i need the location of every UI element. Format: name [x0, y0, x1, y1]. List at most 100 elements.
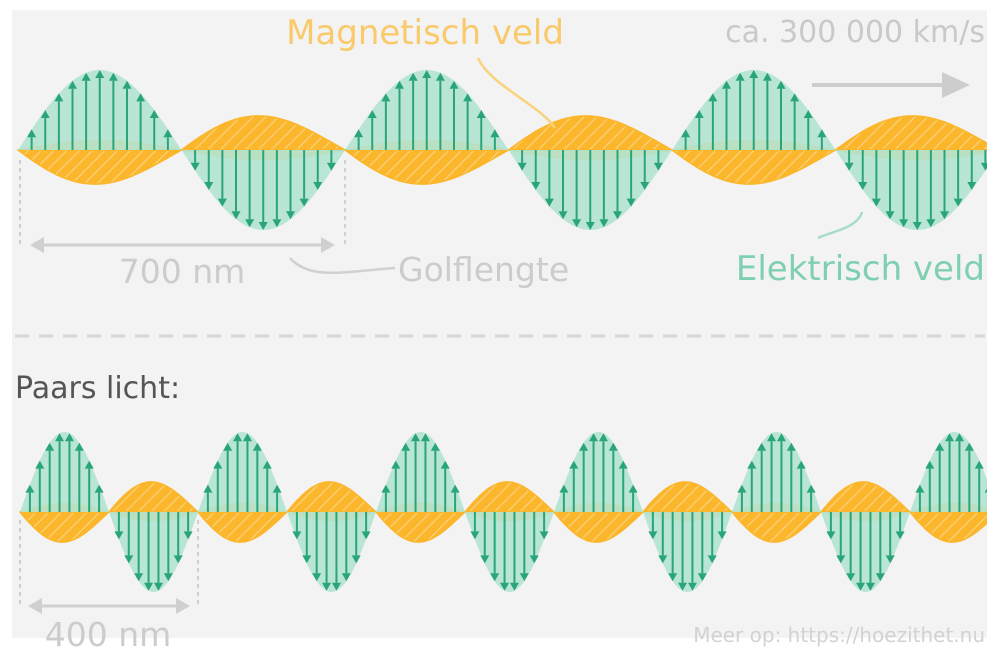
bottom-electric-arrow [84, 460, 94, 512]
bottom-electric-arrow [747, 460, 757, 512]
top-electric-arrow [517, 150, 527, 171]
bottom-electric-arrow [411, 433, 421, 512]
bottom-electric-arrow [895, 512, 905, 540]
top-electric-arrow [844, 150, 854, 171]
top-electric-arrow [967, 150, 977, 190]
top-wave [16, 70, 987, 230]
top-electric-arrow [463, 93, 473, 150]
bottom-electric-arrow [124, 512, 134, 564]
bottom-electric-lobe [376, 432, 465, 512]
bottom-electric-arrow [351, 512, 361, 564]
bottom-electric-arrow [796, 460, 806, 512]
top-electric-arrow [367, 110, 377, 150]
top-electric-arrow [381, 93, 391, 150]
top-electric-arrow [245, 150, 255, 228]
top-electric-arrow [190, 150, 200, 171]
top-electric-arrow [299, 150, 309, 207]
bottom-electric-arrow [391, 460, 401, 512]
top-electric-arrow [531, 150, 541, 190]
bottom-electric-arrow [697, 512, 707, 582]
bottom-wavelength-value: 400 nm [45, 615, 172, 648]
bottom-electric-arrow [173, 512, 183, 564]
top-electric-arrow [149, 110, 159, 150]
bottom-electric-arrow [529, 512, 539, 564]
bottom-electric-arrow [242, 433, 252, 512]
bottom-electric-arrow [153, 512, 163, 591]
arrow-right-icon [812, 72, 970, 98]
bottom-electric-arrow [717, 512, 727, 540]
top-electric-arrow [926, 150, 936, 228]
top-electric-arrow [68, 80, 77, 150]
bottom-electric-arrow [559, 484, 569, 512]
bottom-electric-arrow [589, 433, 599, 512]
speed-label: ca. 300 000 km/s [725, 15, 985, 50]
bottom-electric-arrow [984, 488, 987, 493]
bottom-electric-arrow [687, 512, 697, 591]
top-wavelength-value: 700 nm [119, 252, 246, 291]
top-electric-arrow [599, 150, 609, 228]
top-electric-arrow [163, 129, 173, 150]
bottom-electric-arrow [539, 512, 549, 540]
bottom-electric-arrow [865, 512, 875, 591]
bottom-electric-lobe [198, 432, 287, 512]
top-electric-arrow [640, 150, 650, 190]
top-electric-arrow [694, 110, 704, 150]
bottom-electric-arrow [836, 512, 846, 564]
bottom-electric-arrow [331, 512, 341, 591]
bottom-electric-arrow [767, 433, 777, 512]
top-electric-arrow [544, 150, 554, 207]
top-electric-arrow [953, 150, 963, 207]
bottom-electric-arrow [341, 512, 351, 582]
bottom-electric-lobe [732, 432, 821, 512]
bottom-magnetic-field [18, 481, 987, 543]
top-electric-arrow [885, 150, 895, 220]
bottom-electric-arrow [94, 484, 104, 512]
bottom-electric-lobe [821, 512, 910, 592]
top-electric-arrow [653, 150, 663, 171]
magnetic-field-leader-line [476, 57, 557, 129]
bottom-electric-arrow [213, 460, 223, 512]
bottom-electric-arrow [430, 442, 440, 512]
top-electric-arrow [313, 150, 323, 190]
electric-field-leader-line [817, 211, 864, 240]
bottom-wavelength-dimension [19, 520, 199, 614]
bottom-electric-arrow [55, 433, 65, 512]
bottom-electric-arrow [163, 512, 173, 582]
bottom-electric-arrow [233, 433, 243, 512]
top-wavelength-dimension [19, 160, 346, 253]
bottom-electric-field [20, 432, 987, 592]
bottom-electric-arrow [786, 442, 796, 512]
bottom-electric-arrow [223, 442, 233, 512]
bottom-electric-arrow [519, 512, 529, 582]
top-electric-arrow [762, 72, 772, 150]
double-arrow-icon [30, 237, 335, 253]
top-electric-arrow [95, 70, 105, 150]
bottom-electric-arrow [935, 442, 945, 512]
top-electric-arrow [476, 110, 486, 150]
top-electric-arrow [136, 93, 146, 150]
bottom-electric-arrow [846, 512, 856, 582]
top-electric-arrow [681, 129, 691, 150]
top-electric-arrow [912, 150, 922, 230]
top-electric-arrow [817, 129, 827, 150]
bottom-electric-arrow [509, 512, 519, 591]
top-electric-arrow [803, 110, 813, 150]
top-electric-arrow [572, 150, 582, 228]
bottom-electric-arrow [114, 512, 124, 540]
bottom-electric-arrow [480, 512, 490, 564]
top-electric-arrow [585, 150, 595, 230]
magnetic-field-label: Magnetisch veld [286, 13, 564, 53]
bottom-electric-arrow [579, 442, 589, 512]
bottom-electric-arrow [134, 512, 144, 582]
bottom-electric-arrow [569, 460, 579, 512]
top-electric-arrow [231, 150, 241, 220]
top-electric-arrow [490, 129, 500, 150]
top-electric-arrow [735, 72, 745, 150]
bottom-electric-arrow [25, 484, 35, 512]
bottom-wave [18, 432, 987, 592]
bottom-electric-arrow [490, 512, 500, 582]
bottom-electric-arrow [598, 433, 608, 512]
electric-field-label: Elektrisch veld [736, 249, 985, 289]
bottom-electric-arrow [381, 484, 391, 512]
top-electric-arrow [354, 129, 364, 150]
